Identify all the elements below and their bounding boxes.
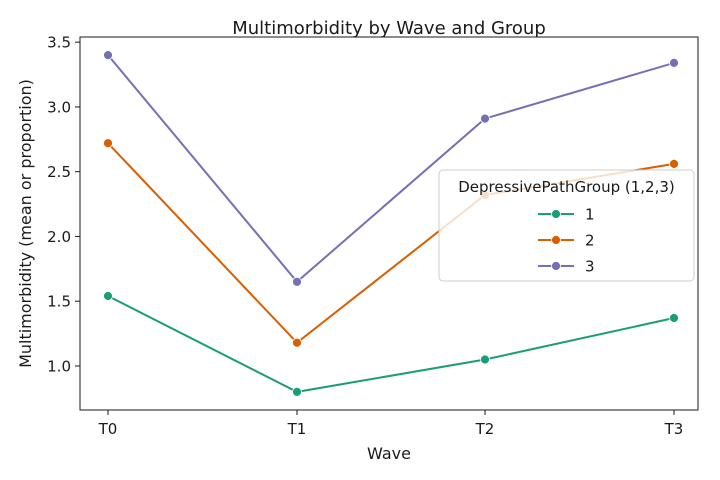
series-2-point [103, 138, 113, 149]
series-3-line [107, 54, 675, 284]
y-tick-label: 1.0 [47, 357, 71, 375]
legend-entry-label: 1 [585, 206, 595, 224]
legend-title: DepressivePathGroup (1,2,3) [458, 178, 675, 196]
series-1-point [292, 386, 302, 397]
x-axis-ticks: T0 T1 T2 T3 [98, 410, 684, 438]
y-axis-ticks: 1.0 1.5 2.0 2.5 3.0 3.5 [47, 34, 80, 375]
x-tick-label: T3 [664, 420, 684, 438]
series-2-point [292, 337, 302, 348]
series-3-point [480, 113, 490, 124]
legend-entry-label: 2 [585, 232, 595, 250]
series-3-point [292, 276, 302, 287]
series-3-point [103, 50, 113, 60]
chart-title: Multimorbidity by Wave and Group [232, 18, 546, 39]
plot-frame [79, 36, 699, 411]
x-tick-label: T0 [98, 420, 118, 438]
legend-entry-label: 3 [585, 258, 595, 276]
legend-entries: 1 2 3 [538, 206, 595, 276]
y-axis-label: Multimorbidity (mean or proportion) [16, 79, 35, 368]
y-tick-label: 2.0 [47, 228, 71, 246]
x-tick-label: T2 [475, 420, 495, 438]
series-1-point [480, 354, 490, 365]
y-tick-label: 2.5 [47, 163, 71, 181]
x-axis-label: Wave [367, 444, 411, 463]
legend-frame [438, 169, 695, 282]
y-tick-label: 3.0 [47, 98, 71, 116]
legend-swatch-marker [551, 261, 561, 271]
y-tick-label: 1.5 [47, 293, 71, 311]
series-1-point [103, 291, 113, 301]
y-tick-label: 3.5 [47, 34, 71, 52]
series-1-line [107, 295, 675, 393]
legend-swatch-marker [551, 235, 561, 245]
legend: DepressivePathGroup (1,2,3) 1 2 3 [438, 169, 695, 282]
series-1-point [669, 313, 679, 323]
series-2-point [669, 158, 679, 169]
series-3-point [669, 58, 679, 68]
x-tick-label: T1 [287, 420, 307, 438]
legend-swatch-marker [551, 209, 561, 219]
